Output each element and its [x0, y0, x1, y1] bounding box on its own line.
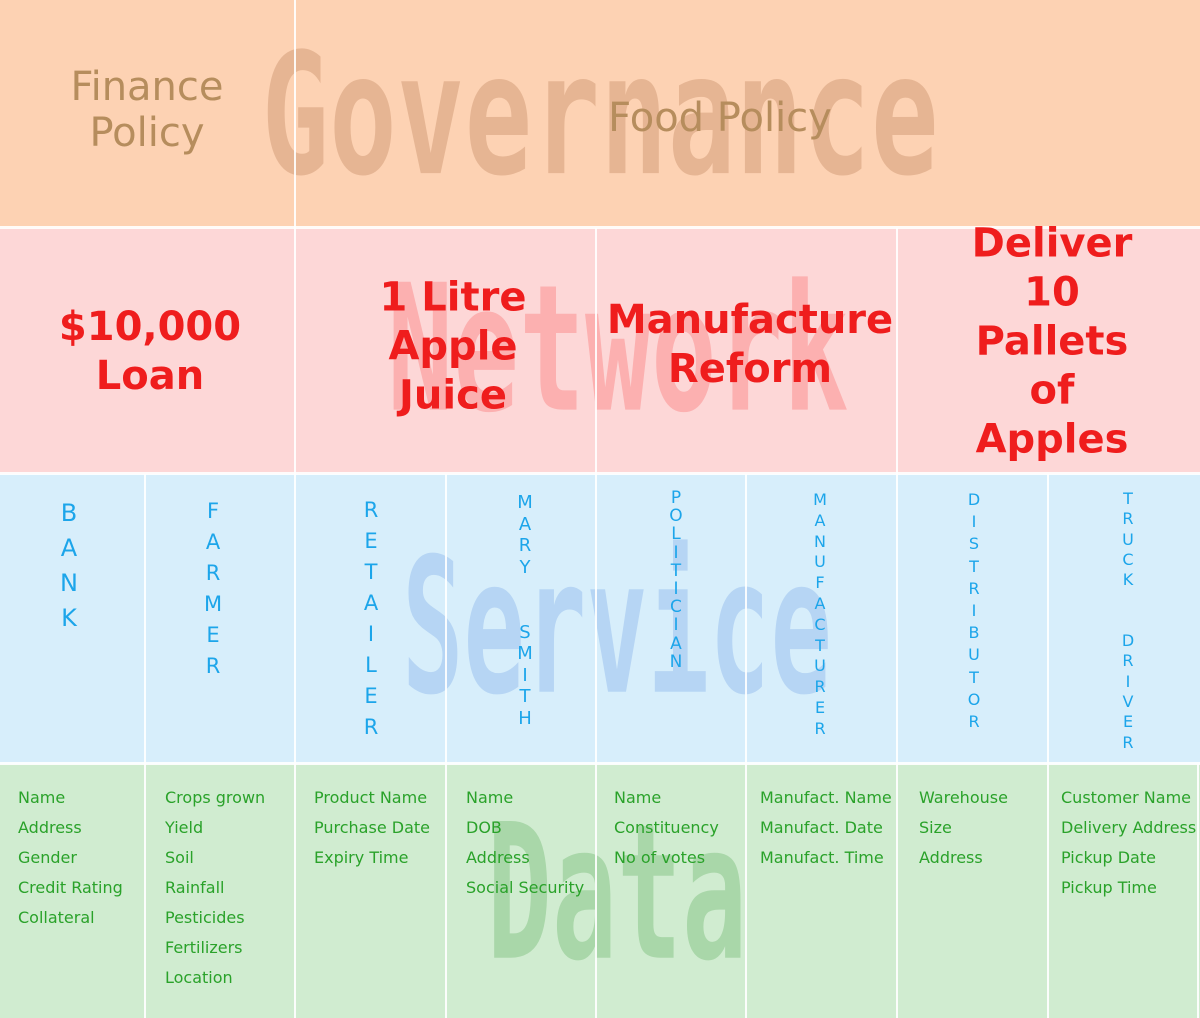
data-attribute: Purchase Date	[314, 818, 430, 837]
data-column: Name Constituency No of votes	[614, 783, 719, 873]
divider	[445, 474, 447, 1018]
data-attribute: Social Security	[466, 878, 585, 897]
data-attribute: Product Name	[314, 788, 428, 807]
data-attribute: DOB	[466, 818, 502, 837]
data-attribute: Name	[466, 788, 514, 807]
data-attribute: Collateral	[18, 908, 95, 927]
divider	[1197, 764, 1199, 1018]
data-attribute: Yield	[165, 818, 204, 837]
service-layer-title: Service	[402, 519, 832, 737]
data-attribute: Gender	[18, 848, 77, 867]
data-attribute: Customer Name	[1061, 788, 1192, 807]
data-attribute: Manufact. Time	[760, 848, 884, 867]
deliver-pallets-label: Deliver 10 Pallets of Apples	[971, 220, 1133, 463]
food-policy-label: Food Policy	[608, 95, 832, 141]
service-layer	[0, 474, 1200, 764]
network-layer	[0, 228, 1200, 474]
data-attribute: Fertilizers	[165, 938, 243, 957]
divider	[595, 228, 597, 1018]
divider	[0, 472, 1200, 475]
divider	[1047, 474, 1049, 1018]
data-attribute: Location	[165, 968, 233, 987]
divider	[745, 474, 747, 1018]
data-attribute: Expiry Time	[314, 848, 409, 867]
data-attribute: Address	[466, 848, 530, 867]
data-attribute: Credit Rating	[18, 878, 123, 897]
data-attribute: Pickup Time	[1061, 878, 1157, 897]
data-column: Product Name Purchase Date Expiry Time	[314, 783, 430, 873]
data-attribute: Pickup Date	[1061, 848, 1156, 867]
divider	[896, 228, 898, 1018]
data-column: Name Address Gender Credit Rating Collateral	[18, 783, 123, 933]
data-layer	[0, 764, 1200, 1018]
data-attribute: Constituency	[614, 818, 719, 837]
data-attribute: Pesticides	[165, 908, 245, 927]
governance-layer	[0, 0, 1200, 228]
data-attribute: Size	[919, 818, 952, 837]
data-attribute: Address	[919, 848, 983, 867]
data-attribute: Crops grown	[165, 788, 266, 807]
data-layer-title: Data	[486, 785, 748, 1003]
data-attribute: Manufact. Name	[760, 788, 892, 807]
governance-layer-title: Governance	[261, 18, 939, 214]
manufacture-reform-label: Manufacture Reform	[606, 297, 894, 392]
network-layer-title: Network	[387, 248, 849, 452]
data-attribute: Name	[614, 788, 662, 807]
finance-policy-label: Finance Policy	[70, 64, 224, 156]
loan-label: $10,000 Loan	[58, 304, 242, 399]
data-attribute: Warehouse	[919, 788, 1008, 807]
divider	[294, 0, 296, 1018]
data-column: Warehouse Size Address	[919, 783, 1008, 873]
divider	[144, 474, 146, 1018]
data-column: Crops grown Yield Soil Rainfall Pesticides Fe…	[165, 783, 265, 993]
data-attribute: Rainfall	[165, 878, 225, 897]
divider	[0, 762, 1200, 765]
data-attribute: Manufact. Date	[760, 818, 883, 837]
data-column: Name DOB Address Social Security	[466, 783, 584, 903]
data-column: Customer Name Delivery Address Pickup Date…	[1061, 783, 1196, 903]
data-attribute: Soil	[165, 848, 194, 867]
divider	[0, 226, 1200, 229]
data-attribute: Name	[18, 788, 66, 807]
data-attribute: Address	[18, 818, 82, 837]
data-attribute: No of votes	[614, 848, 706, 867]
apple-juice-label: 1 Litre Apple Juice	[379, 274, 527, 419]
data-attribute: Delivery Address	[1061, 818, 1197, 837]
data-column: Manufact. Name Manufact. Date Manufact. Ti…	[760, 783, 892, 873]
